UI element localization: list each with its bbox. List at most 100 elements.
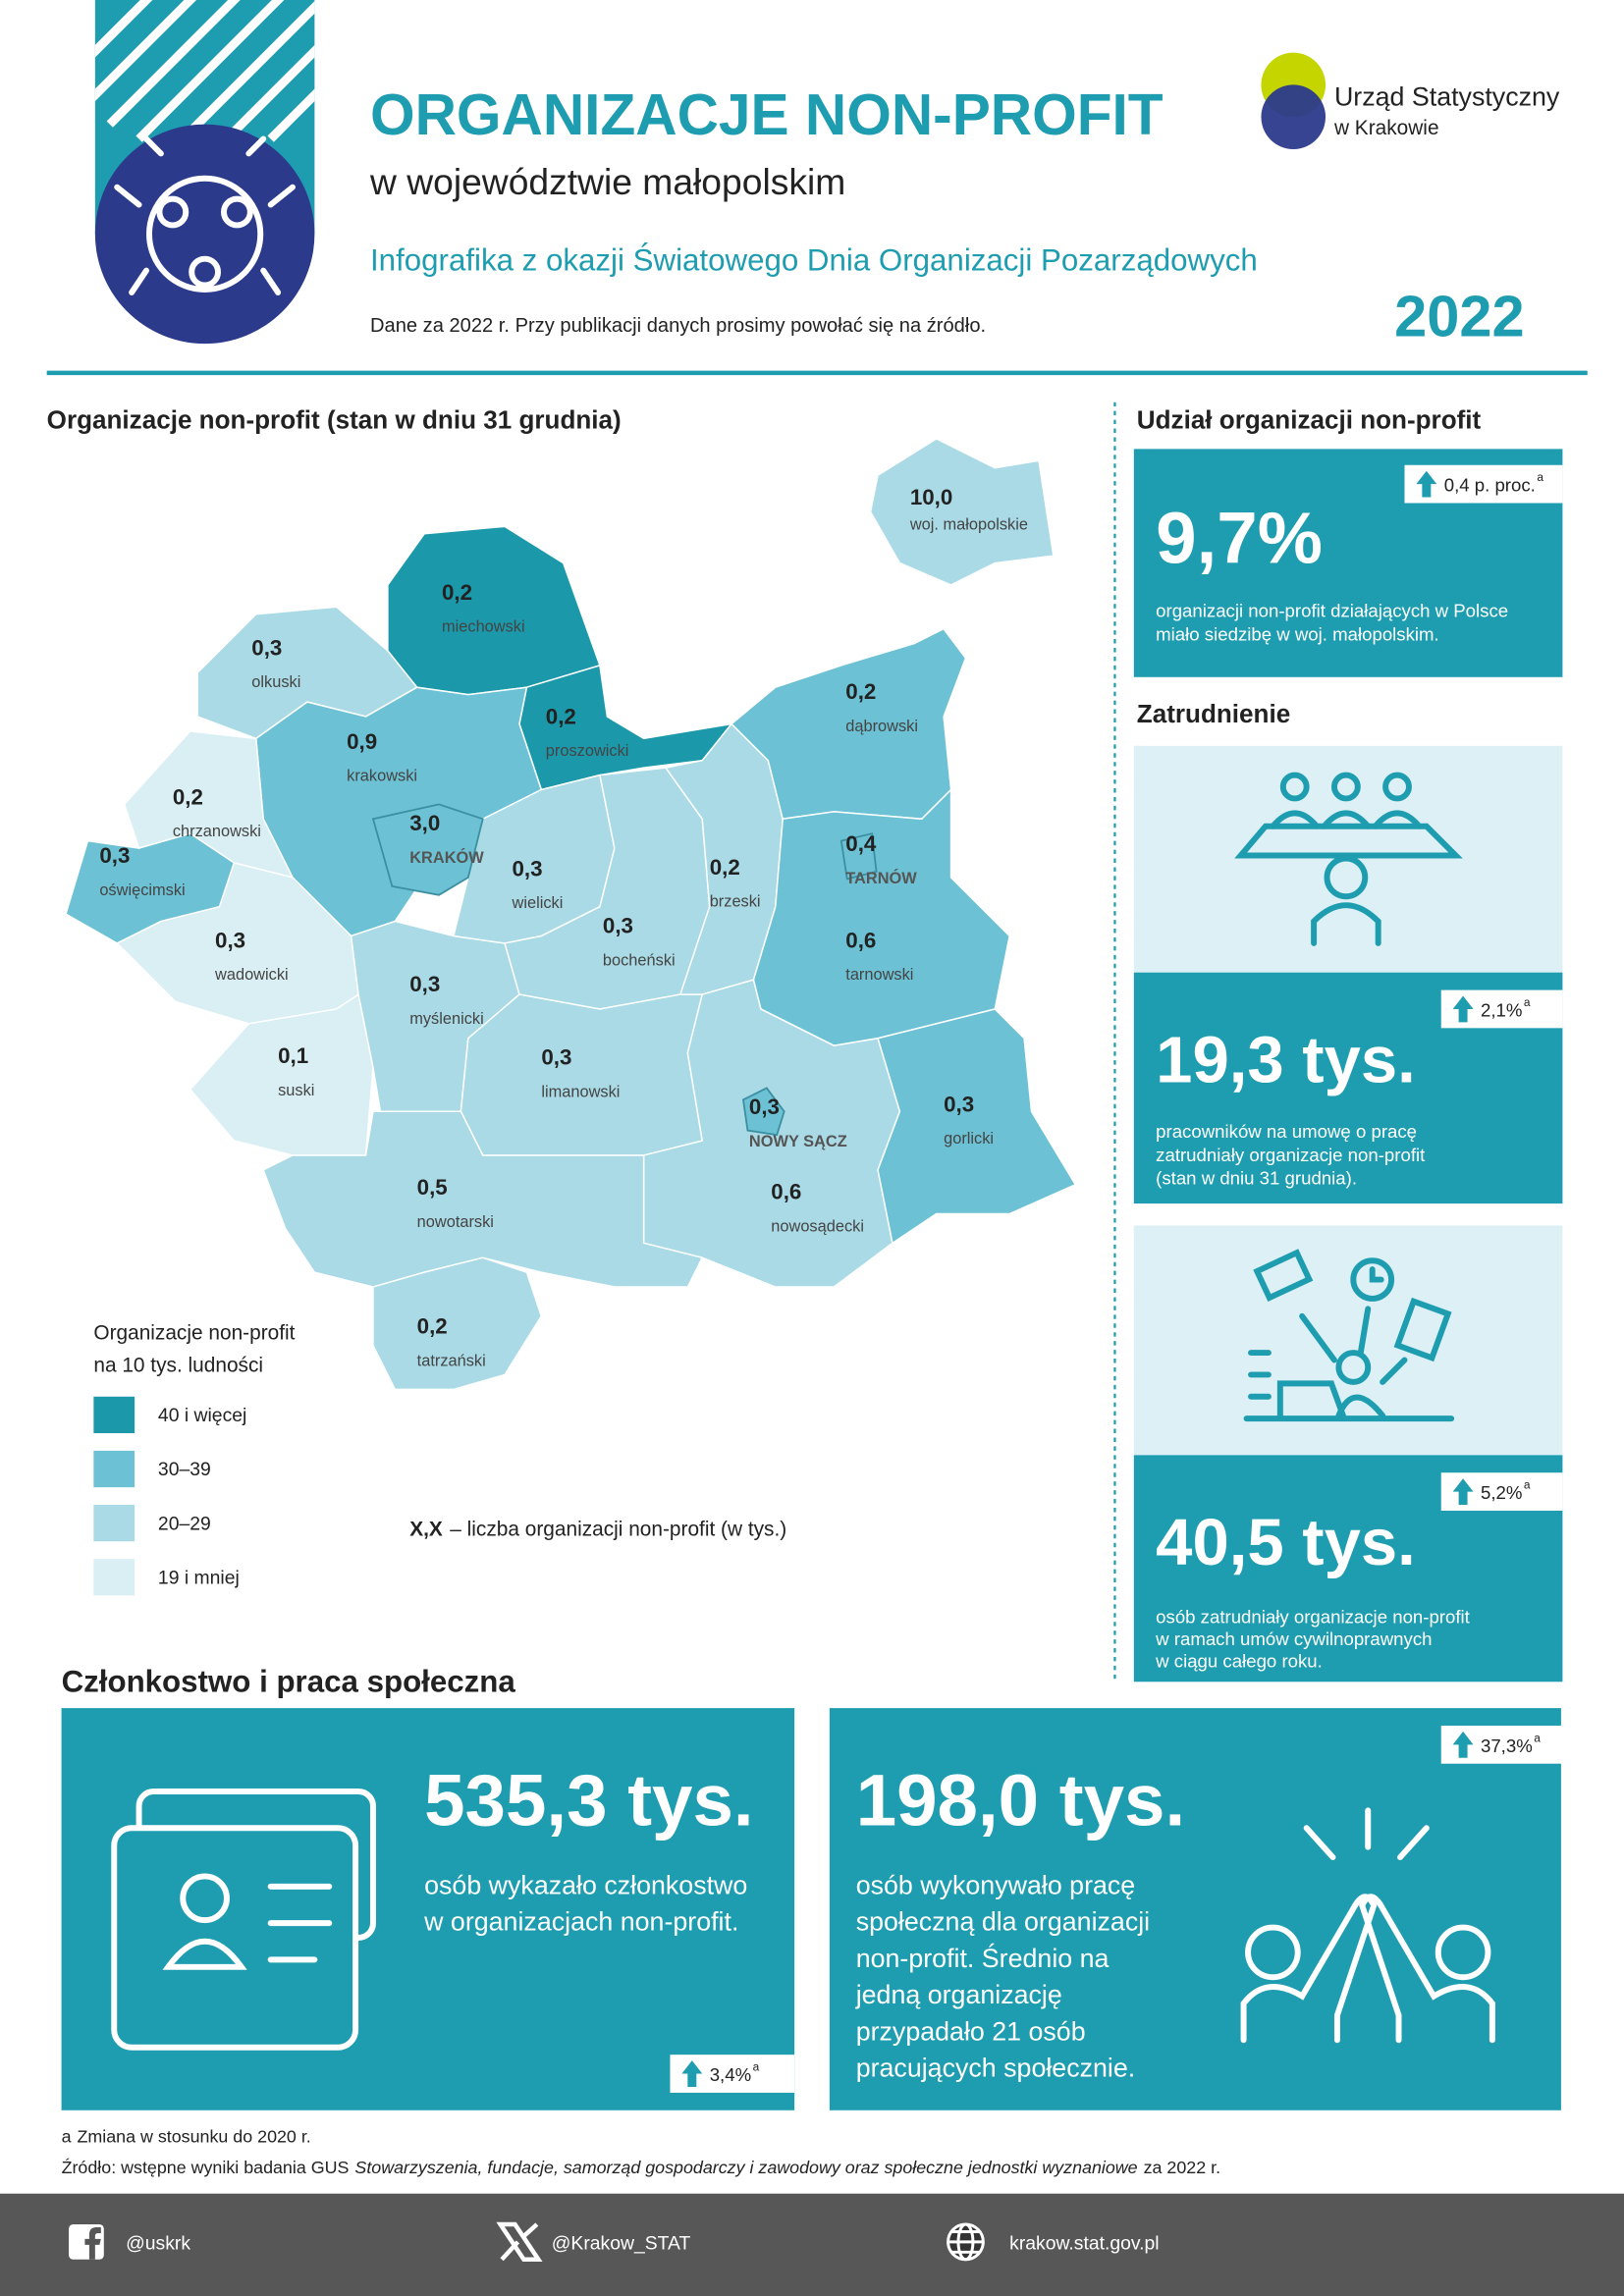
legend-label: 40 i więcej (158, 1405, 246, 1426)
region-value: 0,9 (347, 729, 377, 754)
x-handle[interactable]: @Krakow_STAT (552, 2232, 691, 2254)
region-value: 0,6 (771, 1180, 801, 1204)
office-icon (1243, 1249, 1455, 1422)
volunteers-text: przypadało 21 osób (856, 2016, 1086, 2046)
region-name: nowotarski (417, 1213, 494, 1231)
civil-text: w ramach umów cywilnoprawnych (1155, 1629, 1432, 1649)
legend-label: 30–39 (158, 1459, 211, 1480)
footnote-mark: a (62, 2127, 72, 2147)
footnote-mark: a (1537, 470, 1543, 484)
region-name: brzeski (710, 893, 761, 911)
card-icon (111, 1789, 376, 2051)
region-name: limanowski (541, 1083, 620, 1100)
region-name: proszowicki (546, 742, 629, 760)
footer-bar (0, 2193, 1624, 2296)
share-text: miało siedzibę w woj. małopolskim. (1156, 624, 1439, 645)
region-value: 0,3 (99, 843, 130, 868)
key-text: – liczba organizacji non-profit (w tys.) (450, 1518, 786, 1540)
region-name: tarnowski (845, 966, 913, 984)
change-value: 2,1% (1481, 999, 1522, 1020)
region-name: dąbrowski (845, 718, 918, 735)
tagline: Infografika z okazji Światowego Dnia Org… (370, 242, 1258, 278)
contracts-text: pracowników na umowę o pracę (1156, 1121, 1417, 1142)
contracts-text: zatrudniały organizacje non-profit (1156, 1145, 1426, 1165)
legend-swatch (93, 1450, 135, 1488)
region-value: 0,3 (541, 1045, 571, 1070)
volunteers-text: osób wykonywało pracę (856, 1870, 1136, 1899)
subtitle: w województwie małopolskim (369, 161, 845, 202)
region-value: 0,6 (845, 928, 876, 952)
legend-swatch (93, 1559, 135, 1596)
key-symbol: X,X (409, 1518, 443, 1540)
map-title: Organizacje non-profit (stan w dniu 31 g… (47, 405, 622, 435)
note: Dane za 2022 r. Przy publikacji danych p… (370, 315, 986, 337)
source-prefix: Źródło: wstępne wyniki badania GUS (62, 2158, 350, 2177)
institution-name: Urząd Statystyczny (1334, 81, 1560, 111)
region-value: 0,2 (546, 704, 576, 728)
civil-text: osób zatrudniały organizacje non-profit (1156, 1607, 1471, 1628)
region-value: 0,2 (442, 580, 472, 605)
logo-circle (1261, 84, 1326, 149)
region-name: KRAKÓW (409, 848, 484, 867)
region-name: krakowski (347, 768, 417, 785)
footnote-mark: a (753, 2060, 760, 2074)
meeting-icon (1234, 772, 1463, 946)
region-value: 0,2 (845, 679, 876, 704)
change-value: 37,3% (1481, 1735, 1533, 1756)
map-region (189, 992, 374, 1156)
map-region (839, 832, 878, 881)
volunteers-text: non-profit. Średnio na (856, 1942, 1110, 1973)
source: Źródło: wstępne wyniki badania GUS Stowar… (62, 2158, 1220, 2177)
region-name: suski (278, 1082, 314, 1099)
website[interactable]: krakow.stat.gov.pl (1009, 2232, 1159, 2254)
region-name: tatrzański (417, 1352, 486, 1369)
map-region (371, 803, 484, 896)
region-name: woj. małopolskie (909, 515, 1028, 533)
region-value: 0,3 (409, 972, 440, 996)
legend-swatch (93, 1505, 135, 1542)
footnote-text: Zmiana w stosunku do 2020 r. (77, 2127, 310, 2147)
region-name: wielicki (512, 894, 564, 912)
map-region (877, 1008, 1077, 1245)
map-region (372, 1256, 543, 1391)
up-arrow (1452, 1731, 1474, 1758)
emblem-stripes (94, 0, 315, 142)
members-text: w organizacjach non-profit. (423, 1907, 738, 1937)
facebook-handle[interactable]: @uskrk (126, 2232, 190, 2254)
volunteers-text: jedną organizację (855, 1980, 1062, 2009)
title: ORGANIZACJE NON-PROFIT (370, 81, 1164, 147)
institution-name: w Krakowie (1333, 117, 1439, 139)
up-arrow (1416, 470, 1437, 498)
emblem-icon (114, 135, 296, 295)
region-value: 0,5 (417, 1175, 448, 1200)
members-value: 535,3 tys. (424, 1759, 753, 1841)
legend-label: 20–29 (158, 1513, 211, 1534)
section-title: Udział organizacji non-profit (1137, 405, 1482, 435)
region-name: nowosądecki (771, 1217, 864, 1235)
map-region (741, 1087, 785, 1137)
region-value: 0,4 (845, 831, 877, 856)
facebook-glyph (84, 2226, 101, 2260)
year: 2022 (1394, 284, 1525, 349)
region-name: gorlicki (944, 1130, 994, 1148)
volunteers-value: 198,0 tys. (856, 1759, 1185, 1841)
section-title: Członkostwo i praca społeczna (62, 1665, 516, 1699)
members-text: osób wykazało członkostwo (424, 1870, 747, 1899)
map-region (387, 525, 601, 696)
map-region (460, 993, 704, 1156)
web-icon (947, 2222, 985, 2262)
region-name: NOWY SĄCZ (749, 1133, 847, 1150)
change-value: 3,4% (710, 2064, 751, 2085)
source-title: Stowarzyszenia, fundacje, samorząd gospo… (354, 2158, 1137, 2177)
region-value: 10,0 (910, 485, 952, 509)
region-value: 0,2 (417, 1314, 448, 1339)
region-value: 0,2 (710, 855, 740, 880)
region-name: wadowicki (214, 966, 289, 984)
region-name: oświęcimski (99, 881, 185, 899)
highfive-icon (1240, 1807, 1495, 2044)
share-text: organizacji non-profit działających w Po… (1156, 601, 1508, 621)
civil-value: 40,5 tys. (1156, 1506, 1416, 1579)
region-name: bocheński (603, 951, 676, 969)
